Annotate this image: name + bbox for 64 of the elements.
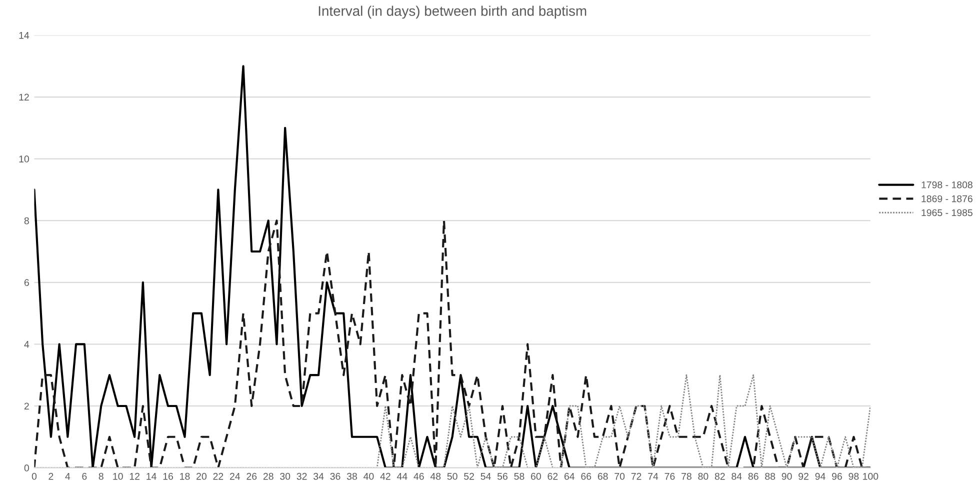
x-tick-label: 18 — [180, 472, 190, 480]
x-tick-label: 72 — [631, 472, 642, 480]
x-tick-label: 30 — [280, 472, 290, 480]
x-tick-label: 48 — [430, 472, 441, 480]
x-tick-label: 52 — [464, 472, 474, 480]
x-tick-label: 40 — [364, 472, 374, 480]
x-tick-label: 70 — [614, 472, 625, 480]
x-tick-label: 46 — [414, 472, 424, 480]
x-tick-label: 84 — [732, 472, 742, 480]
x-tick-label: 24 — [230, 472, 240, 480]
x-tick-label: 86 — [748, 472, 758, 480]
x-tick-label: 76 — [664, 472, 675, 480]
x-tick-label: 26 — [246, 472, 257, 480]
x-tick-label: 94 — [815, 472, 826, 480]
legend-label: 1798 - 1808 — [922, 181, 972, 188]
x-tick-label: 38 — [346, 472, 357, 480]
x-tick-label: 98 — [848, 472, 859, 480]
x-tick-label: 12 — [130, 472, 140, 480]
x-tick-label: 82 — [714, 472, 725, 480]
y-tick-label: 4 — [24, 341, 30, 348]
x-tick-label: 0 — [32, 472, 37, 480]
x-tick-label: 44 — [396, 473, 408, 480]
x-tick-label: 42 — [380, 472, 390, 480]
x-tick-label: 16 — [163, 472, 173, 480]
legend-label: 1965 - 1985 — [922, 209, 972, 216]
x-tick-label: 78 — [682, 472, 692, 480]
x-tick-label: 28 — [263, 472, 274, 480]
y-tick-label: 2 — [24, 402, 29, 410]
x-tick-label: 96 — [832, 472, 842, 480]
x-tick-label: 100 — [863, 472, 878, 480]
x-tick-label: 92 — [798, 472, 808, 480]
x-tick-label: 36 — [330, 472, 340, 480]
line-series — [34, 220, 870, 468]
legend-label: 1869 - 1876 — [922, 195, 972, 202]
x-tick-label: 88 — [765, 472, 776, 480]
x-tick-label: 74 — [648, 473, 658, 480]
y-tick-label: 12 — [19, 94, 29, 101]
x-tick-label: 90 — [782, 472, 792, 480]
x-tick-label: 60 — [531, 472, 541, 480]
x-tick-label: 10 — [113, 472, 123, 480]
x-tick-label: 62 — [548, 472, 558, 480]
x-tick-label: 80 — [698, 472, 708, 480]
y-tick-label: 10 — [19, 156, 29, 162]
x-tick-label: 2 — [48, 472, 54, 480]
x-tick-label: 34 — [314, 472, 324, 480]
x-tick-label: 14 — [146, 473, 156, 480]
x-tick-label: 64 — [564, 472, 575, 480]
y-tick-label: 0 — [24, 464, 29, 472]
x-tick-label: 66 — [581, 472, 592, 480]
x-tick-label: 50 — [447, 472, 458, 480]
x-tick-label: 22 — [213, 472, 224, 480]
y-tick-label: 6 — [24, 279, 29, 286]
chart-title: Interval (in days) between birth and baptism — [318, 6, 586, 19]
x-tick-label: 56 — [497, 472, 508, 480]
x-tick-label: 32 — [296, 472, 307, 480]
y-tick-label: 8 — [24, 217, 29, 224]
x-tick-label: 8 — [98, 472, 104, 480]
x-tick-label: 68 — [598, 472, 608, 480]
y-tick-label: 14 — [19, 32, 30, 39]
x-tick-label: 58 — [514, 472, 524, 480]
x-tick-label: 20 — [196, 472, 206, 480]
x-tick-label: 6 — [82, 472, 87, 480]
x-tick-label: 4 — [65, 473, 70, 480]
x-tick-label: 54 — [480, 473, 491, 480]
